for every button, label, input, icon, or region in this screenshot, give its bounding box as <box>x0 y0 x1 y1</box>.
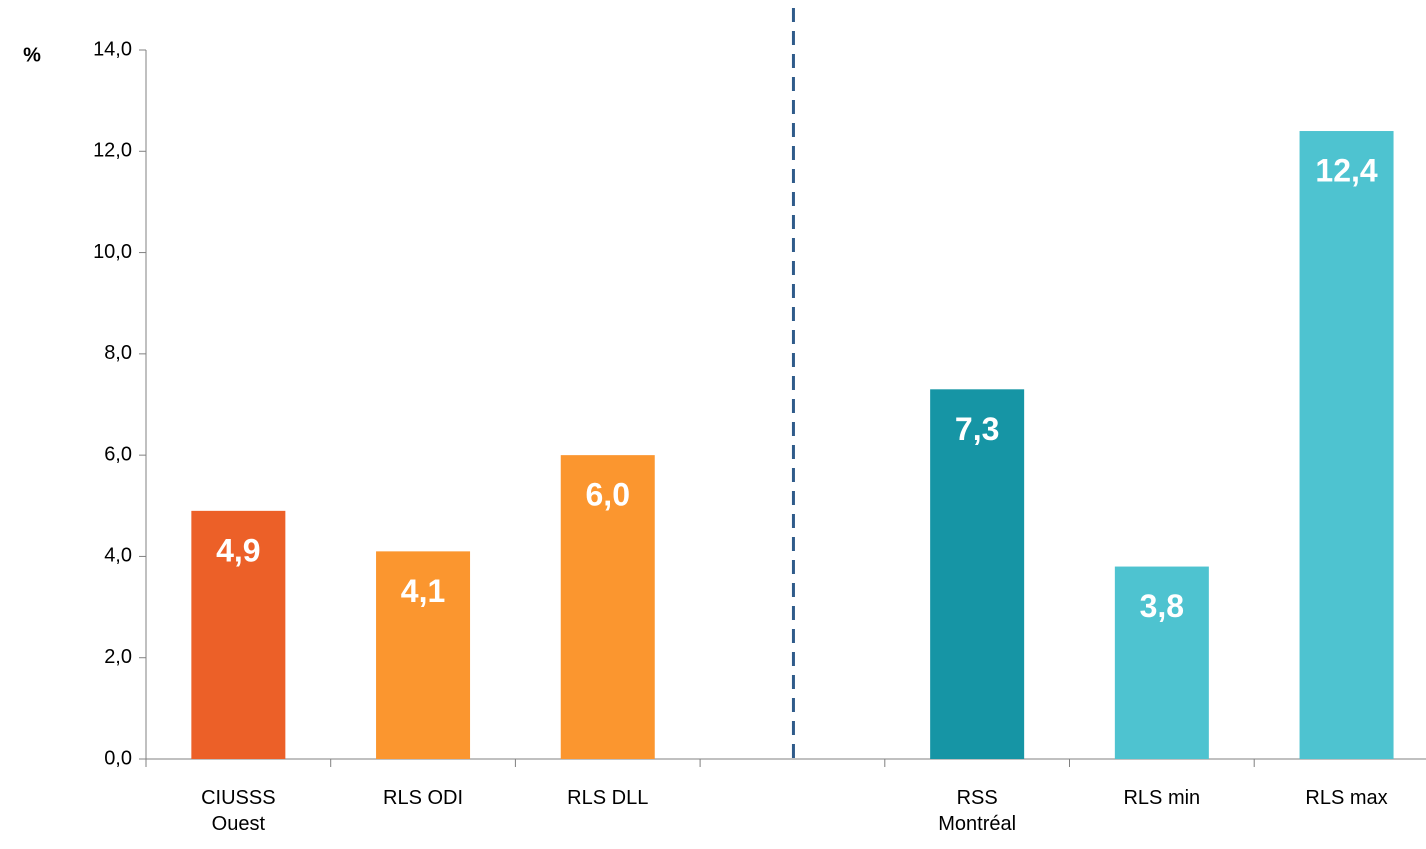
bar <box>1299 131 1394 759</box>
x-tick-label: RLS DLL <box>567 787 649 809</box>
y-tick-label: 4,0 <box>104 545 132 567</box>
x-tick-label: RSS Montréal <box>938 787 1017 835</box>
bar <box>376 551 471 759</box>
y-tick-label: 0,0 <box>104 747 132 769</box>
value-label: 4,1 <box>401 573 445 609</box>
y-tick-label: 2,0 <box>104 646 132 668</box>
y-tick-label: 10,0 <box>93 241 132 263</box>
y-tick-label: 8,0 <box>104 342 132 364</box>
y-tick-label: 14,0 <box>93 38 132 60</box>
value-label: 12,4 <box>1315 152 1377 188</box>
bar <box>560 455 655 759</box>
value-label: 3,8 <box>1140 588 1184 624</box>
value-label: 7,3 <box>955 411 999 447</box>
bar <box>1114 566 1209 759</box>
y-tick-label: 6,0 <box>104 443 132 465</box>
y-tick-label: 12,0 <box>93 140 132 162</box>
x-tick-label: RLS max <box>1305 787 1388 809</box>
x-tick-label: RLS min <box>1123 787 1201 809</box>
value-label: 4,9 <box>216 532 260 568</box>
x-tick-label: RLS ODI <box>383 787 464 809</box>
bar <box>930 389 1025 759</box>
y-axis-label: % <box>23 44 41 66</box>
x-tick-label: CIUSSS Ouest <box>201 787 276 835</box>
bar <box>191 510 286 759</box>
value-label: 6,0 <box>586 477 630 513</box>
